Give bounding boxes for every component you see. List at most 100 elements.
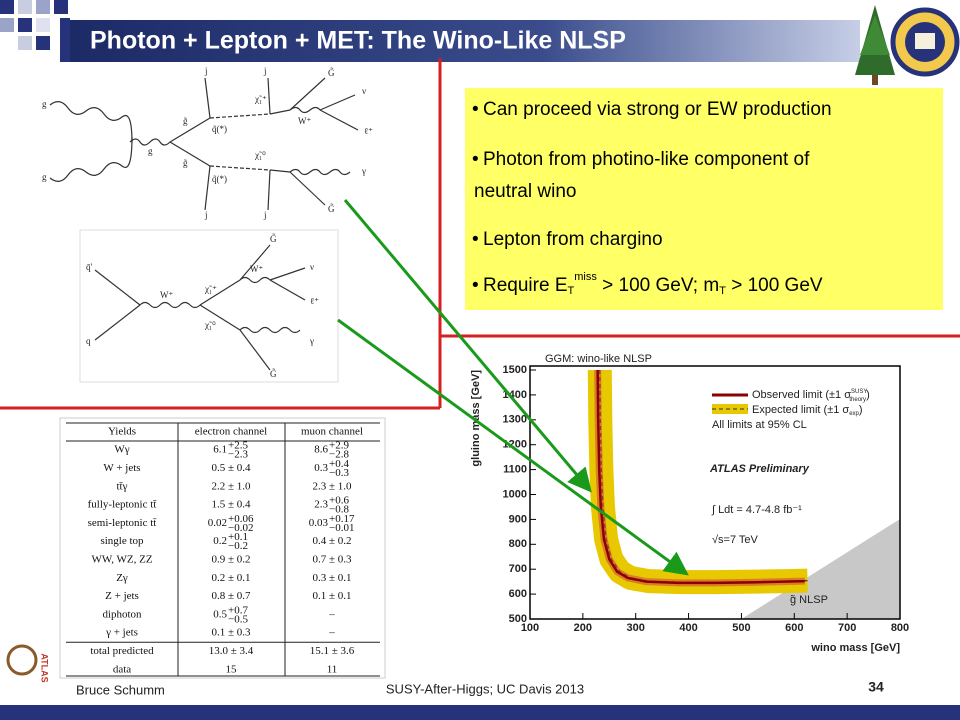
table-row-label: Zγ [116,572,128,584]
x-tick-label: 100 [521,622,539,634]
table-row-label: single top [100,535,144,547]
diagram-label: χ̃₁⁺ [254,94,267,104]
table-row-label: data [113,663,131,675]
legend-entry: Expected limit (±1 σexp) [752,404,863,417]
lumi-label: ∫ Ldt = 4.7-4.8 fb⁻¹ [711,504,802,516]
diagram-label: W⁺ [250,264,263,274]
observed-line [596,369,805,585]
diagram-label: G̃ [270,234,277,244]
table-cell: 0.5 [213,608,227,620]
legend-text: Expected limit (±1 σ [752,404,849,416]
table-cell: 2.3 ± 1.0 [312,480,352,492]
bullet-text-part: miss [574,271,597,283]
diagram-label: q̄' [86,262,93,272]
bullet-text: Photon from photino-like component of [483,149,810,170]
table-cell: 0.03 [309,517,329,529]
table-cell: 0.02 [208,517,227,529]
page-number: 34 [868,679,884,695]
bullet-text-part: T [719,285,726,297]
diagram-label: γ [361,166,366,176]
legend-text: Observed limit (±1 σ [752,389,851,401]
table-row-label: tt̄γ [117,480,128,492]
table-row-label: WW, WZ, ZZ [91,553,152,565]
bullet-dot: • [472,149,479,170]
table-row-label: γ + jets [105,627,138,639]
diagram-label: G̃ [270,369,277,379]
table-row-label: Z + jets [105,590,139,602]
table-cell-down: −2.3 [228,449,248,461]
title: Photon + Lepton + MET: The Wino-Like NLS… [90,27,626,55]
legend-text: ) [859,404,863,416]
diagram-label: γ [309,336,314,346]
bullet-text-part: > 100 GeV [726,275,823,296]
table-cell: 1.5 ± 0.4 [211,499,251,511]
diagram-label: ν [310,262,314,272]
logos [855,5,960,85]
table-cell: 2.2 ± 1.0 [211,480,251,492]
table-cell-up: +0.6 [329,495,349,507]
diagram-label: g [42,99,47,109]
table-row-label: fully-leptonic tt̄ [88,499,157,511]
table-cell: 0.5 ± 0.4 [211,462,251,474]
corner-decoration [0,0,70,62]
table-cell: 0.1 ± 0.3 [211,627,251,639]
table-cell: 0.3 ± 0.1 [312,572,351,584]
table-cell-down: −0.5 [228,613,248,625]
x-tick-label: 300 [627,622,645,634]
diagram-label: G̃ [328,68,335,78]
table-cell: 0.2 ± 0.1 [211,572,250,584]
table-cell-up: +0.17 [329,513,355,525]
y-tick-label: 500 [509,613,527,625]
diagram-label: χ̃₁⁺ [204,284,217,294]
y-tick-label: 800 [509,538,527,550]
table-cell: 13.0 ± 3.4 [209,645,254,657]
table-cell: 0.8 ± 0.7 [211,590,251,602]
bullet-dot: • [472,229,479,250]
table-cell: 0.3 [314,462,328,474]
separators [0,58,960,410]
footer-bar [0,705,960,720]
table-cell-up: +2.9 [329,440,349,452]
diagram-label: q̃(*) [212,124,227,134]
table-cell: 8.6 [314,444,328,456]
diagram2-labels: q̄' q W⁺ χ̃₁⁺ χ̃₁⁰ W⁺ ν ℓ⁺ γ G̃ G̃ [86,234,319,379]
table-row-label: diphoton [102,608,142,620]
table-cell-down: −0.01 [329,522,354,534]
x-tick-label: 700 [838,622,856,634]
bullet-text: Require ETmiss > 100 GeV; mT > 100 GeV [483,271,823,297]
table-cell: 0.4 ± 0.2 [312,535,351,547]
table-header: muon channel [301,426,363,438]
diagram1-labels: g g g g̃ g̃ q̃(*) q̃(*) j j j j χ̃₁⁺ χ̃₁… [42,66,373,220]
diagram-label: g̃ [183,116,188,126]
exclusion-plot: 100 200 300 400 500 600 700 800 500 600 700 800 900 1… [470,353,909,654]
diagram-label: j [204,210,208,220]
diagram-label: q̃(*) [212,174,227,184]
table-cell: 0.9 ± 0.2 [211,553,250,565]
diagram-label: q [86,336,91,346]
table-cell-up: +2.5 [228,440,248,452]
diagram-label: G̃ [328,204,335,214]
x-axis-label: wino mass [GeV] [810,642,900,654]
table-row-label: semi-leptonic tt̄ [88,517,157,529]
feynman-diagram-strong [49,77,359,211]
table-cell: 0.1 ± 0.1 [312,590,351,602]
y-tick-label: 1200 [503,439,527,451]
table-header: electron channel [195,426,267,438]
diagram-label: ν [362,86,366,96]
table-cell-down: −2.8 [329,449,349,461]
bullet-text-part: Require E [483,275,568,296]
author: Bruce Schumm [76,682,165,697]
table-cell-up: +0.4 [329,458,349,470]
legend-entry: Observed limit (±1 σSUSY theory) [752,389,870,403]
diagram-label: g [42,172,47,182]
table-row-label: Wγ [114,444,129,456]
table-row-label: W + jets [103,462,140,474]
table-cell-up: +0.06 [228,513,254,525]
bullet-text-part: T [568,285,575,297]
x-tick-label: 200 [574,622,592,634]
table-cell: – [328,608,335,620]
diagram-label: j [204,66,208,76]
title-bar [70,20,860,62]
x-tick-label: 600 [785,622,803,634]
